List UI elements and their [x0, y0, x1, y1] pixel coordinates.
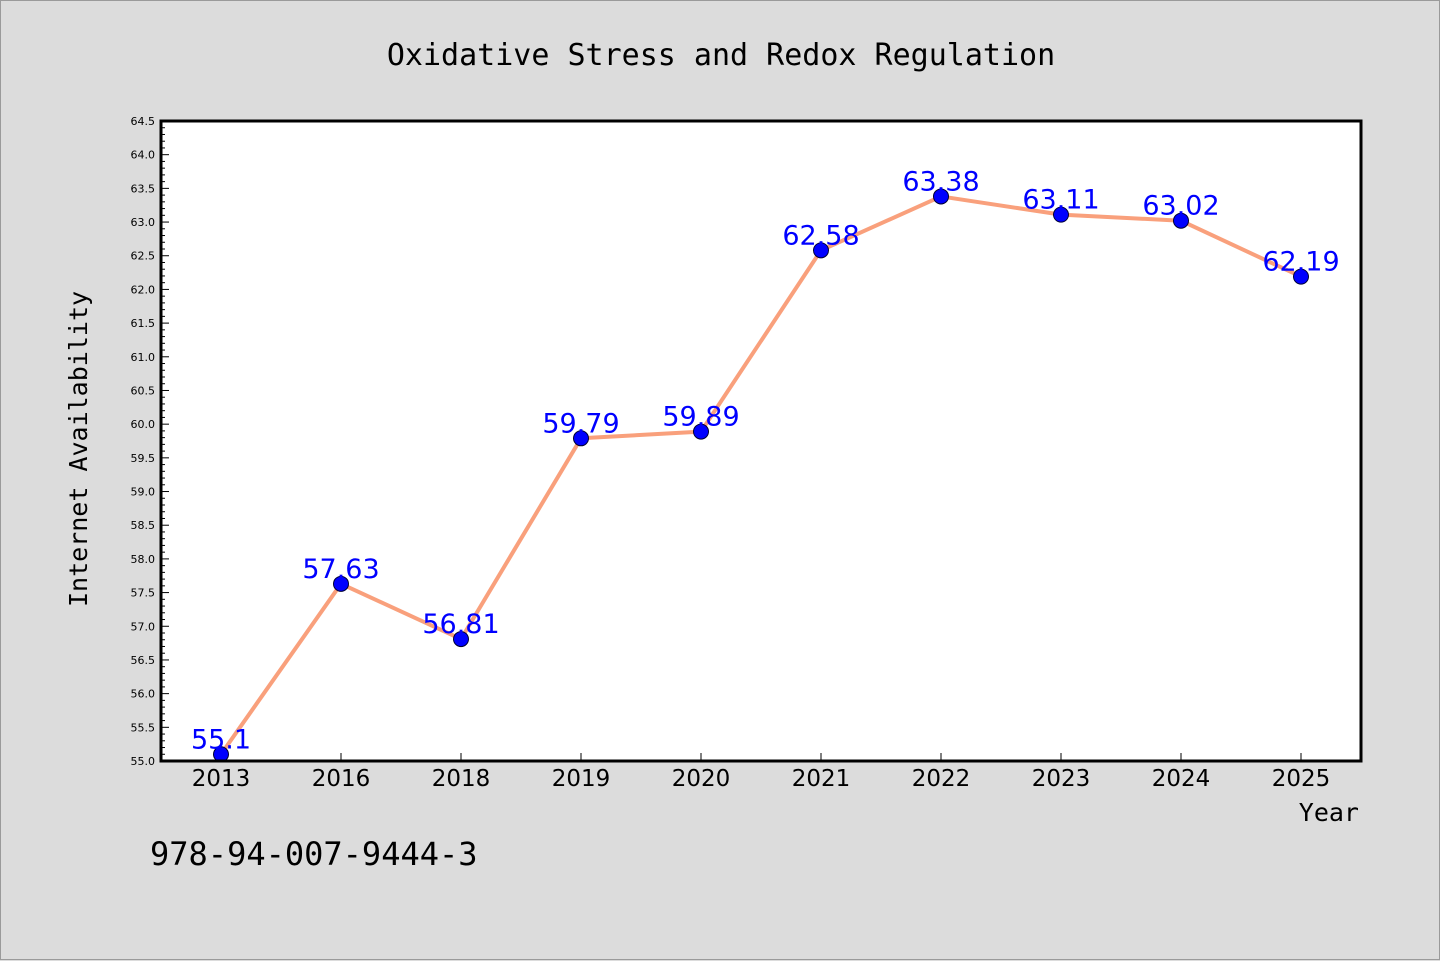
y-tick-label: 58.0: [131, 553, 156, 566]
x-tick-label: 2018: [432, 766, 491, 792]
data-point: [573, 430, 589, 447]
x-tick-label: 2022: [912, 766, 971, 792]
x-tick-label: 2013: [192, 766, 251, 792]
chart-title: Oxidative Stress and Redox Regulation: [387, 38, 1055, 73]
x-tick-label: 2023: [1032, 766, 1091, 792]
x-tick-label: 2020: [672, 766, 731, 792]
y-tick-label: 64.5: [131, 115, 156, 128]
data-point: [453, 631, 469, 648]
data-point: [1293, 268, 1309, 285]
x-tick-label: 2024: [1152, 766, 1211, 792]
data-label: 62.58: [782, 220, 859, 251]
x-tick-label: 2021: [792, 766, 851, 792]
isbn-text: 978-94-007-9444-3: [150, 835, 478, 873]
y-tick-label: 58.5: [131, 519, 156, 532]
y-tick-label: 64.0: [131, 149, 156, 162]
data-point: [813, 242, 829, 259]
y-tick-label: 59.5: [131, 452, 156, 465]
y-tick-label: 60.0: [131, 418, 156, 431]
data-label: 56.81: [422, 609, 499, 640]
data-label: 63.11: [1022, 185, 1099, 216]
x-tick-label: 2016: [312, 766, 371, 792]
data-point: [1173, 212, 1189, 229]
series-line: [219, 194, 1303, 757]
data-label: 55.1: [191, 724, 251, 755]
data-label: 63.02: [1142, 191, 1219, 222]
data-label: 59.89: [662, 402, 739, 433]
x-axis-ticks: 2013 2016 2018 2019 2020 2021 2022 2023 2024 2025: [192, 753, 1331, 792]
y-tick-label: 60.5: [131, 384, 156, 397]
data-label: 63.38: [902, 166, 979, 197]
y-tick-label: 62.5: [131, 250, 156, 263]
series-layer: [213, 188, 1309, 763]
y-tick-label: 57.0: [131, 620, 156, 633]
y-tick-label: 61.0: [131, 351, 156, 364]
x-tick-label: 2019: [552, 766, 611, 792]
y-tick-label: 62.0: [131, 283, 156, 296]
y-tick-label: 55.0: [131, 755, 156, 768]
y-tick-label: 59.0: [131, 486, 156, 499]
y-tick-label: 56.0: [131, 688, 156, 701]
x-tick-label: 2025: [1272, 766, 1331, 792]
plot-frame: [159, 119, 1363, 763]
y-tick-label: 63.5: [131, 182, 156, 195]
data-point: [693, 423, 709, 440]
data-label: 62.19: [1262, 247, 1339, 278]
y-tick-label: 61.5: [131, 317, 156, 330]
y-tick-label: 55.5: [131, 721, 156, 734]
y-tick-label: 63.0: [131, 216, 156, 229]
y-tick-label: 57.5: [131, 587, 156, 600]
y-axis-label: Internet Availability: [64, 291, 93, 607]
y-tick-label: 56.5: [131, 654, 156, 667]
data-labels: 55.1 57.63 56.81 59.79 59.89 62.58 63.38 63.11 6…: [191, 166, 1340, 755]
plot-area: [161, 121, 1361, 761]
x-axis-label: Year: [1299, 798, 1359, 827]
y-axis-ticks: 55.0 55.5 56.0 56.5 57.0 57.5 58.0 58.5 59.0 59.5…: [131, 115, 169, 768]
data-label: 59.79: [542, 408, 619, 439]
data-point: [933, 188, 949, 205]
data-label: 57.63: [302, 554, 379, 585]
data-point: [1053, 206, 1069, 223]
data-point: [333, 575, 349, 592]
